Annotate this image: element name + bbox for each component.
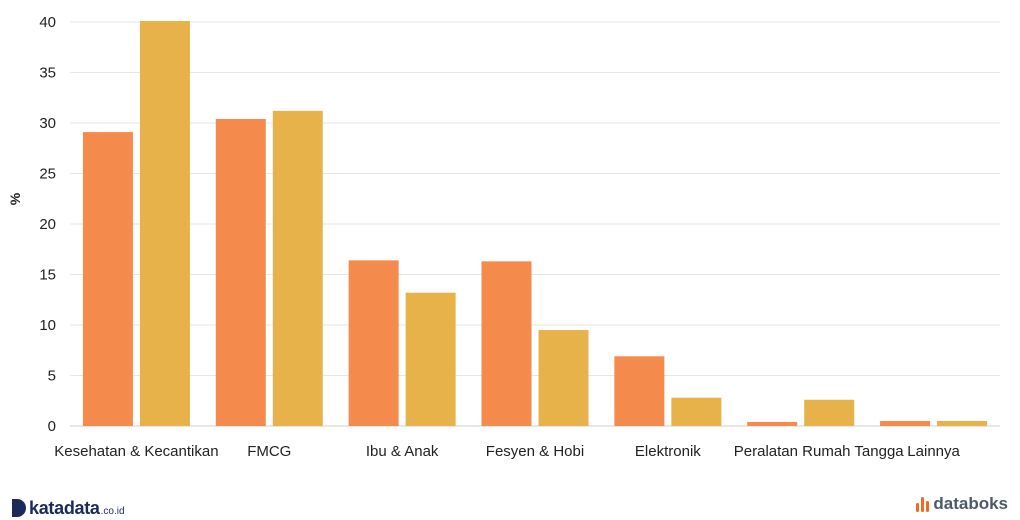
y-tick-label: 0 — [48, 418, 56, 435]
y-axis-label: % — [7, 192, 23, 205]
katadata-d-icon — [12, 499, 26, 517]
bar-series-1-2 — [348, 260, 399, 426]
databoks-bars-icon — [916, 496, 930, 512]
bar-series-1-4 — [614, 356, 665, 426]
katadata-logo: katadata .co.id — [12, 496, 125, 519]
bar-series-1-5 — [747, 421, 798, 426]
x-category-label: Ibu & Anak — [366, 443, 439, 460]
bar-chart: 0 5 10 15 20 25 30 35 40 Kesehatan & Kecantikan F… — [7, 14, 1000, 460]
y-tick-label: 10 — [39, 317, 56, 334]
y-tick-label: 25 — [39, 166, 56, 183]
x-category-label: Peralatan Rumah Tangga — [734, 443, 904, 460]
gridlines — [70, 21, 1000, 427]
bar-series-2-4 — [671, 397, 722, 426]
x-category-labels: Kesehatan & Kecantikan FMCG Ibu & Anak Fesy… — [54, 443, 960, 460]
y-tick-label: 15 — [39, 267, 56, 284]
databoks-brand-text: databoks — [933, 494, 1008, 513]
y-tick-label: 35 — [39, 65, 56, 82]
bar-series-2-0 — [139, 20, 190, 427]
databoks-logo: databoks — [916, 494, 1008, 514]
katadata-domain-suffix: .co.id — [100, 506, 125, 517]
bar-series-2-5 — [804, 399, 855, 426]
x-category-label: FMCG — [247, 443, 291, 460]
bar-series-1-6 — [880, 420, 931, 426]
y-tick-label: 40 — [39, 14, 56, 31]
x-category-label: Lainnya — [907, 443, 960, 460]
bar-series-1-0 — [82, 132, 133, 426]
katadata-brand-text: katadata — [29, 498, 100, 518]
bar-series-2-1 — [272, 110, 323, 426]
bar-series-2-2 — [405, 292, 456, 426]
bar-series-2-3 — [538, 330, 589, 426]
y-tick-labels: 0 5 10 15 20 25 30 35 40 — [39, 14, 56, 435]
x-category-label: Kesehatan & Kecantikan — [54, 443, 218, 460]
x-category-label: Elektronik — [635, 443, 701, 460]
y-tick-label: 5 — [48, 368, 56, 385]
bar-series-1-3 — [481, 261, 532, 426]
bar-series-2-6 — [937, 420, 988, 426]
y-tick-label: 30 — [39, 115, 56, 132]
x-category-label: Fesyen & Hobi — [486, 443, 584, 460]
bar-series-1-1 — [215, 118, 266, 427]
bars — [82, 20, 988, 427]
y-tick-label: 20 — [39, 216, 56, 233]
